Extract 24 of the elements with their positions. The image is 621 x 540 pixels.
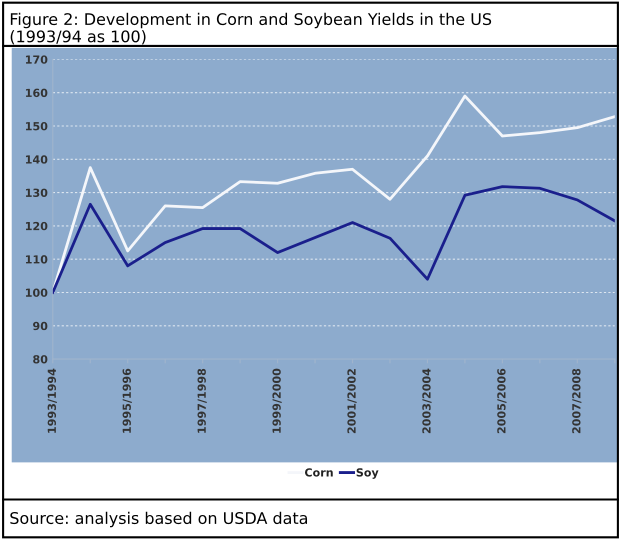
source-note: Source: analysis based on USDA data	[10, 512, 308, 528]
legend-label: Corn	[304, 468, 333, 477]
y-tick-label: 80	[33, 355, 48, 364]
line-series	[52, 185, 615, 294]
y-tick-label: 110	[26, 255, 48, 264]
x-tick-label: 2005/2006	[497, 368, 506, 434]
legend-label: Soy	[356, 468, 379, 479]
x-tick-label: 2001/2002	[347, 369, 357, 434]
y-tick-label: 100	[26, 288, 48, 297]
y-tick-label: 90	[33, 322, 48, 330]
x-tick-label: 1993/1994	[48, 368, 57, 433]
y-tick-label: 160	[26, 88, 48, 98]
x-tick-label: 1999/2000	[272, 368, 282, 433]
x-tick-label: 1995/1996	[122, 368, 132, 433]
x-tick-label: 1997/1998	[197, 368, 207, 433]
y-tick-label: 130	[26, 188, 48, 197]
x-tick-label: 2007/2008	[572, 368, 582, 434]
y-tick-label: 140	[26, 155, 48, 164]
chart-title: Figure 2: Development in Corn and Soybean Yields in the US	[10, 12, 492, 28]
chart-subtitle: (1993/94 as 100)	[10, 30, 146, 44]
y-tick-label: 170	[26, 55, 48, 64]
y-tick-label: 150	[26, 122, 48, 130]
y-tick-label: 120	[26, 222, 48, 230]
x-tick-label: 2003/2004	[422, 368, 432, 434]
